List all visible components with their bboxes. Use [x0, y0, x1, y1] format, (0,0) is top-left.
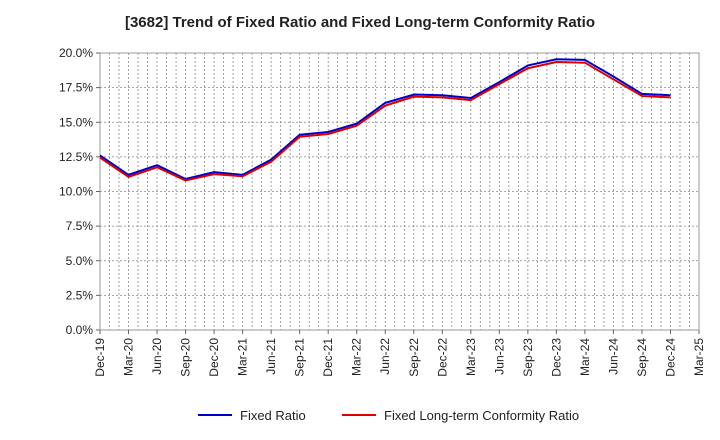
- chart-title: [3682] Trend of Fixed Ratio and Fixed Lo…: [124, 14, 596, 31]
- x-tick-label: Dec-23: [549, 338, 563, 377]
- x-tick-label: Jun-23: [492, 338, 506, 375]
- y-tick-label: 17.5%: [59, 81, 93, 95]
- x-tick-label: Mar-21: [236, 338, 250, 376]
- x-tick-label: Jun-24: [606, 338, 620, 375]
- x-tick-label: Sep-22: [407, 338, 421, 377]
- legend: Fixed Ratio Fixed Long-term Conformity Ra…: [198, 408, 579, 423]
- y-axis: 0.0% 2.5% 5.0% 7.5% 10.0% 12.5% 15.0% 17.5% 20.0…: [59, 46, 100, 337]
- legend-label: Fixed Long-term Conformity Ratio: [384, 408, 579, 423]
- x-tick-label: Jun-22: [378, 338, 392, 375]
- x-tick-label: Mar-22: [350, 338, 364, 376]
- x-tick-label: Mar-25: [692, 338, 706, 376]
- y-tick-label: 12.5%: [59, 150, 93, 164]
- x-tick-label: Sep-21: [293, 338, 307, 377]
- x-tick-label: Dec-21: [321, 338, 335, 377]
- x-tick-label: Jun-21: [264, 338, 278, 375]
- y-tick-label: 20.0%: [59, 46, 93, 60]
- y-tick-label: 15.0%: [59, 115, 93, 129]
- series-line-1: [99, 58, 671, 181]
- x-tick-label: Sep-23: [521, 338, 535, 377]
- x-tick-label: Dec-24: [663, 338, 677, 377]
- y-tick-label: 0.0%: [66, 323, 94, 337]
- x-tick-label: Mar-24: [578, 338, 592, 376]
- y-tick-label: 7.5%: [66, 219, 94, 233]
- x-tick-label: Dec-19: [93, 338, 107, 377]
- x-axis: Dec-19 Mar-20 Jun-20 Sep-20 Dec-20 Mar-21 Jun-…: [93, 330, 706, 377]
- series-lines: [99, 58, 671, 182]
- x-tick-label: Dec-20: [207, 338, 221, 377]
- x-tick-label: Sep-20: [179, 338, 193, 377]
- x-tick-label: Mar-23: [464, 338, 478, 376]
- x-tick-label: Sep-24: [635, 338, 649, 377]
- legend-label: Fixed Ratio: [240, 408, 306, 423]
- x-tick-label: Jun-20: [150, 338, 164, 375]
- series-line-2: [99, 61, 671, 182]
- x-tick-label: Dec-22: [435, 338, 449, 377]
- x-tick-label: Mar-20: [122, 338, 136, 376]
- y-tick-label: 10.0%: [59, 185, 93, 199]
- y-tick-label: 5.0%: [66, 254, 94, 268]
- y-tick-label: 2.5%: [66, 288, 94, 302]
